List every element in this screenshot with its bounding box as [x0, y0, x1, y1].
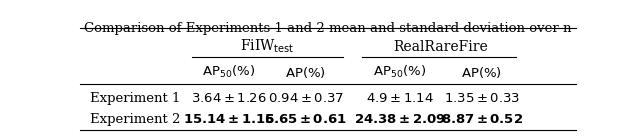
Text: $\mathbf{8.87 \pm 0.52}$: $\mathbf{8.87 \pm 0.52}$ [441, 113, 523, 126]
Text: Comparison of Experiments 1 and 2 mean and standard deviation over n: Comparison of Experiments 1 and 2 mean a… [84, 22, 572, 35]
Text: Experiment 2: Experiment 2 [90, 113, 180, 126]
Text: RealRareFire: RealRareFire [393, 40, 488, 54]
Text: $\mathrm{AP_{50}(\%)}$: $\mathrm{AP_{50}(\%)}$ [202, 64, 255, 80]
Text: $0.94 \pm 0.37$: $0.94 \pm 0.37$ [268, 91, 344, 105]
Text: $4.9 \pm 1.14$: $4.9 \pm 1.14$ [366, 91, 434, 105]
Text: Experiment 1: Experiment 1 [90, 91, 180, 105]
Text: $\mathrm{AP(\%)}$: $\mathrm{AP(\%)}$ [285, 65, 326, 80]
Text: $3.64 \pm 1.26$: $3.64 \pm 1.26$ [191, 91, 267, 105]
Text: $\mathbf{24.38 \pm 2.09}$: $\mathbf{24.38 \pm 2.09}$ [354, 113, 446, 126]
Text: $\mathrm{AP(\%)}$: $\mathrm{AP(\%)}$ [461, 65, 502, 80]
Text: FiIW$_{\mathrm{test}}$: FiIW$_{\mathrm{test}}$ [240, 38, 294, 55]
Text: $\mathbf{5.65 \pm 0.61}$: $\mathbf{5.65 \pm 0.61}$ [264, 113, 347, 126]
Text: $1.35 \pm 0.33$: $1.35 \pm 0.33$ [444, 91, 520, 105]
Text: $\mathbf{15.14 \pm 1.16}$: $\mathbf{15.14 \pm 1.16}$ [182, 113, 275, 126]
Text: $\mathrm{AP_{50}(\%)}$: $\mathrm{AP_{50}(\%)}$ [373, 64, 426, 80]
